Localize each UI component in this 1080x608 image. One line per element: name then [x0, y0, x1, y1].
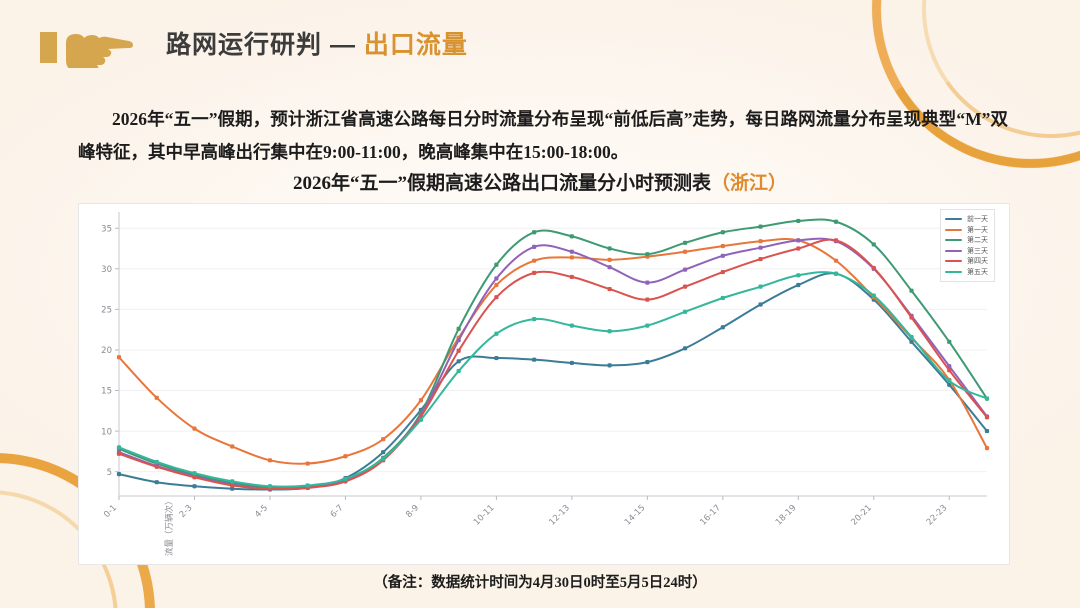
- svg-text:30: 30: [101, 265, 112, 275]
- svg-text:4-5: 4-5: [253, 503, 270, 520]
- legend-label: 第二天: [967, 236, 988, 245]
- page-title-accent: 出口流量: [363, 31, 468, 59]
- chart-card: 5 10 15 20 25 30 35 0-1 2-3 4-5 6-7 8-9 10-11 12-13 14…: [78, 203, 1010, 565]
- legend-swatch-icon: [945, 249, 962, 252]
- slide-header: 路网运行研判 — 出口流量: [38, 22, 858, 78]
- legend-swatch-icon: [945, 260, 962, 263]
- svg-text:25: 25: [101, 306, 112, 316]
- svg-text:6-7: 6-7: [329, 503, 346, 520]
- legend-item-5[interactable]: 第四天: [945, 256, 988, 267]
- body-paragraph-text: 2026年“五一”假期，预计浙江省高速公路每日分时流量分布呈现“前低后高”走势，…: [78, 109, 1008, 162]
- legend-item-4[interactable]: 第三天: [945, 246, 988, 257]
- legend-swatch-icon: [945, 228, 962, 231]
- svg-text:8-9: 8-9: [404, 503, 421, 520]
- body-paragraph: 2026年“五一”假期，预计浙江省高速公路每日分时流量分布呈现“前低后高”走势，…: [78, 103, 1008, 169]
- svg-text:15: 15: [101, 387, 112, 397]
- pointing-hand-icon: [38, 26, 138, 72]
- header-divider: [66, 74, 878, 77]
- legend-item-6[interactable]: 第五天: [945, 267, 988, 278]
- svg-text:12-13: 12-13: [547, 503, 572, 528]
- svg-text:0-1: 0-1: [102, 503, 119, 520]
- legend-label: 第三天: [967, 246, 988, 255]
- y-axis-label: 流量（万辆次）: [164, 496, 174, 556]
- svg-text:22-23: 22-23: [925, 503, 950, 528]
- svg-text:20: 20: [101, 346, 112, 356]
- svg-text:20-21: 20-21: [849, 503, 874, 528]
- svg-text:35: 35: [101, 224, 112, 234]
- footnote: （备注：数据统计时间为4月30日0时至5月5日24时）: [373, 575, 707, 591]
- page-title-main: 路网运行研判 —: [166, 31, 356, 59]
- svg-text:14-15: 14-15: [623, 503, 648, 528]
- legend-label: 第四天: [967, 257, 988, 266]
- chart-legend: 前一天 第一天第二天 第三天第四天 第五天: [940, 209, 995, 282]
- page-title: 路网运行研判 — 出口流量: [166, 25, 468, 61]
- legend-item-3[interactable]: 第二天: [945, 235, 988, 246]
- legend-swatch-icon: [945, 218, 962, 221]
- chart-title: 2026年“五一”假期高速公路出口流量分小时预测表（浙江）: [0, 168, 1080, 195]
- line-chart: 5 10 15 20 25 30 35 0-1 2-3 4-5 6-7 8-9 10-11 12-13 14…: [101, 212, 990, 528]
- svg-text:16-17: 16-17: [698, 503, 723, 528]
- chart-title-main: 2026年“五一”假期高速公路出口流量分小时预测表: [292, 173, 711, 194]
- legend-swatch-icon: [945, 270, 962, 273]
- svg-text:10-11: 10-11: [472, 503, 497, 528]
- svg-text:2-3: 2-3: [178, 503, 195, 520]
- svg-text:10: 10: [101, 427, 112, 437]
- legend-label: 第五天: [967, 267, 988, 276]
- legend-label: 前一天: [967, 215, 988, 224]
- legend-item-1[interactable]: 前一天: [945, 214, 988, 225]
- chart-title-region: （浙江）: [711, 173, 788, 194]
- legend-label: 第一天: [967, 225, 988, 234]
- svg-text:5: 5: [107, 468, 112, 478]
- legend-swatch-icon: [945, 239, 962, 242]
- legend-item-2[interactable]: 第一天: [945, 225, 988, 236]
- svg-text:18-19: 18-19: [774, 503, 799, 528]
